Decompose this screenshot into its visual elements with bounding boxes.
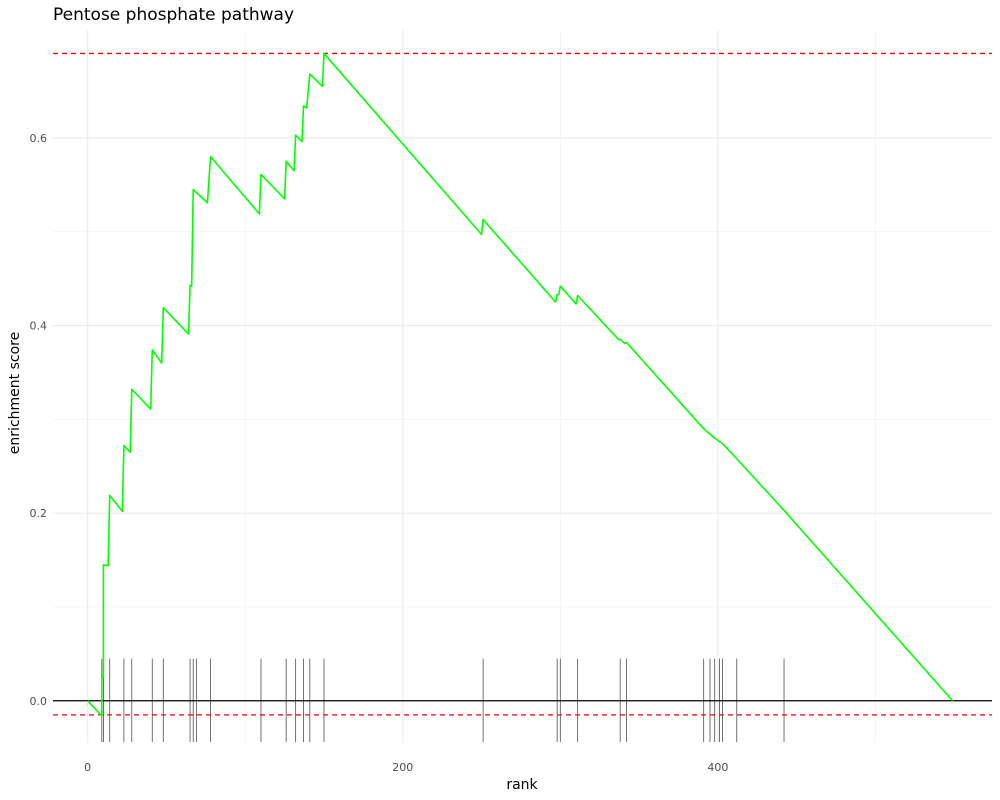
y-axis-title: enrichment score: [7, 332, 23, 454]
x-axis-title: rank: [506, 777, 538, 793]
y-tick-label: 0.6: [30, 132, 48, 145]
y-tick-label: 0.0: [30, 695, 48, 708]
chart-title: Pentose phosphate pathway: [53, 5, 294, 25]
y-tick-label: 0.2: [30, 507, 48, 520]
y-tick-label: 0.4: [30, 320, 48, 333]
running-score-series: [87, 52, 954, 717]
running-score-line: [87, 52, 954, 717]
tick-labels: 0 200 400 0.0 0.2 0.4 0.6: [30, 132, 729, 774]
reference-lines: [53, 52, 992, 716]
x-tick-label: 0: [84, 761, 91, 774]
x-tick-label: 200: [392, 761, 413, 774]
x-tick-label: 400: [707, 761, 728, 774]
grid-lines: [53, 30, 992, 743]
